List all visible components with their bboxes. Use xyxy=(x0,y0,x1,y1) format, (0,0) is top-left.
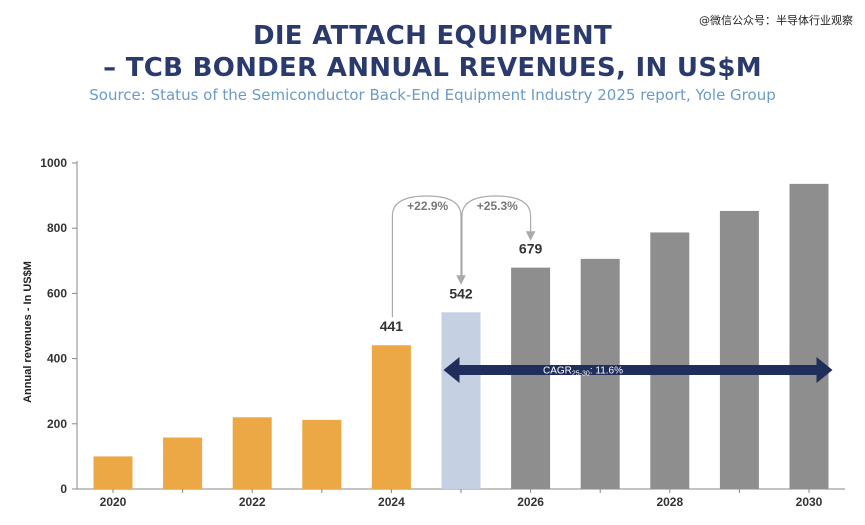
growth-arrow-path xyxy=(391,195,466,318)
data-label-2026: 679 xyxy=(519,241,543,257)
y-tick-label: 400 xyxy=(47,352,67,366)
bar-2025 xyxy=(441,312,481,489)
data-label-2024: 441 xyxy=(380,318,404,334)
bar-2020 xyxy=(93,456,133,489)
bars xyxy=(93,183,829,490)
x-tick-label: 2024 xyxy=(378,495,405,509)
x-tick-label: 2022 xyxy=(239,495,266,509)
bar-2022 xyxy=(232,417,272,489)
x-tick-label: 2028 xyxy=(656,495,683,509)
growth-label: +22.9% xyxy=(407,199,448,213)
y-tick-label: 1000 xyxy=(40,156,67,170)
bar-2028 xyxy=(650,232,690,490)
chart-title-line2: – TCB BONDER ANNUAL REVENUES, IN US$M xyxy=(103,53,762,83)
axes: 0 200 400 600 800 1000 2020 2022 2024 2026 2028 203… xyxy=(40,156,845,509)
bar-2030 xyxy=(789,183,829,489)
data-label-2025: 542 xyxy=(449,285,473,301)
y-tick-label: 800 xyxy=(47,221,67,235)
chart-source: Source: Status of the Semiconductor Back… xyxy=(89,86,776,104)
cagr-arrow: CAGR25-30: 11.6% xyxy=(443,357,833,383)
cagr-arrow-shape xyxy=(443,357,833,383)
y-axis-label: Annual revenues - In US$M xyxy=(22,261,34,403)
growth-annotation: +22.9% xyxy=(391,195,466,318)
y-tick-label: 600 xyxy=(47,286,67,300)
annotations: 441 542 679 +22.9% +25.3% CAGR25-30: 11.6% xyxy=(380,195,833,383)
bar-2024 xyxy=(371,345,411,489)
x-tick-label: 2020 xyxy=(100,495,127,509)
bar-2021 xyxy=(163,437,203,489)
y-tick-label: 200 xyxy=(47,417,67,431)
bar-2023 xyxy=(302,419,342,489)
bar-2029 xyxy=(719,210,759,489)
y-tick-label: 0 xyxy=(60,482,67,496)
watermark-text: @微信公众号：半导体行业观察 xyxy=(699,14,853,27)
cagr-label: CAGR25-30: 11.6% xyxy=(543,366,623,378)
x-tick-label: 2026 xyxy=(517,495,544,509)
growth-label: +25.3% xyxy=(477,199,518,213)
growth-annotation: +25.3% xyxy=(461,195,536,283)
bar-2026 xyxy=(511,267,551,489)
x-tick-label: 2030 xyxy=(796,495,823,509)
chart-title-line1: DIE ATTACH EQUIPMENT xyxy=(252,21,613,51)
growth-arrow-path xyxy=(461,195,536,283)
